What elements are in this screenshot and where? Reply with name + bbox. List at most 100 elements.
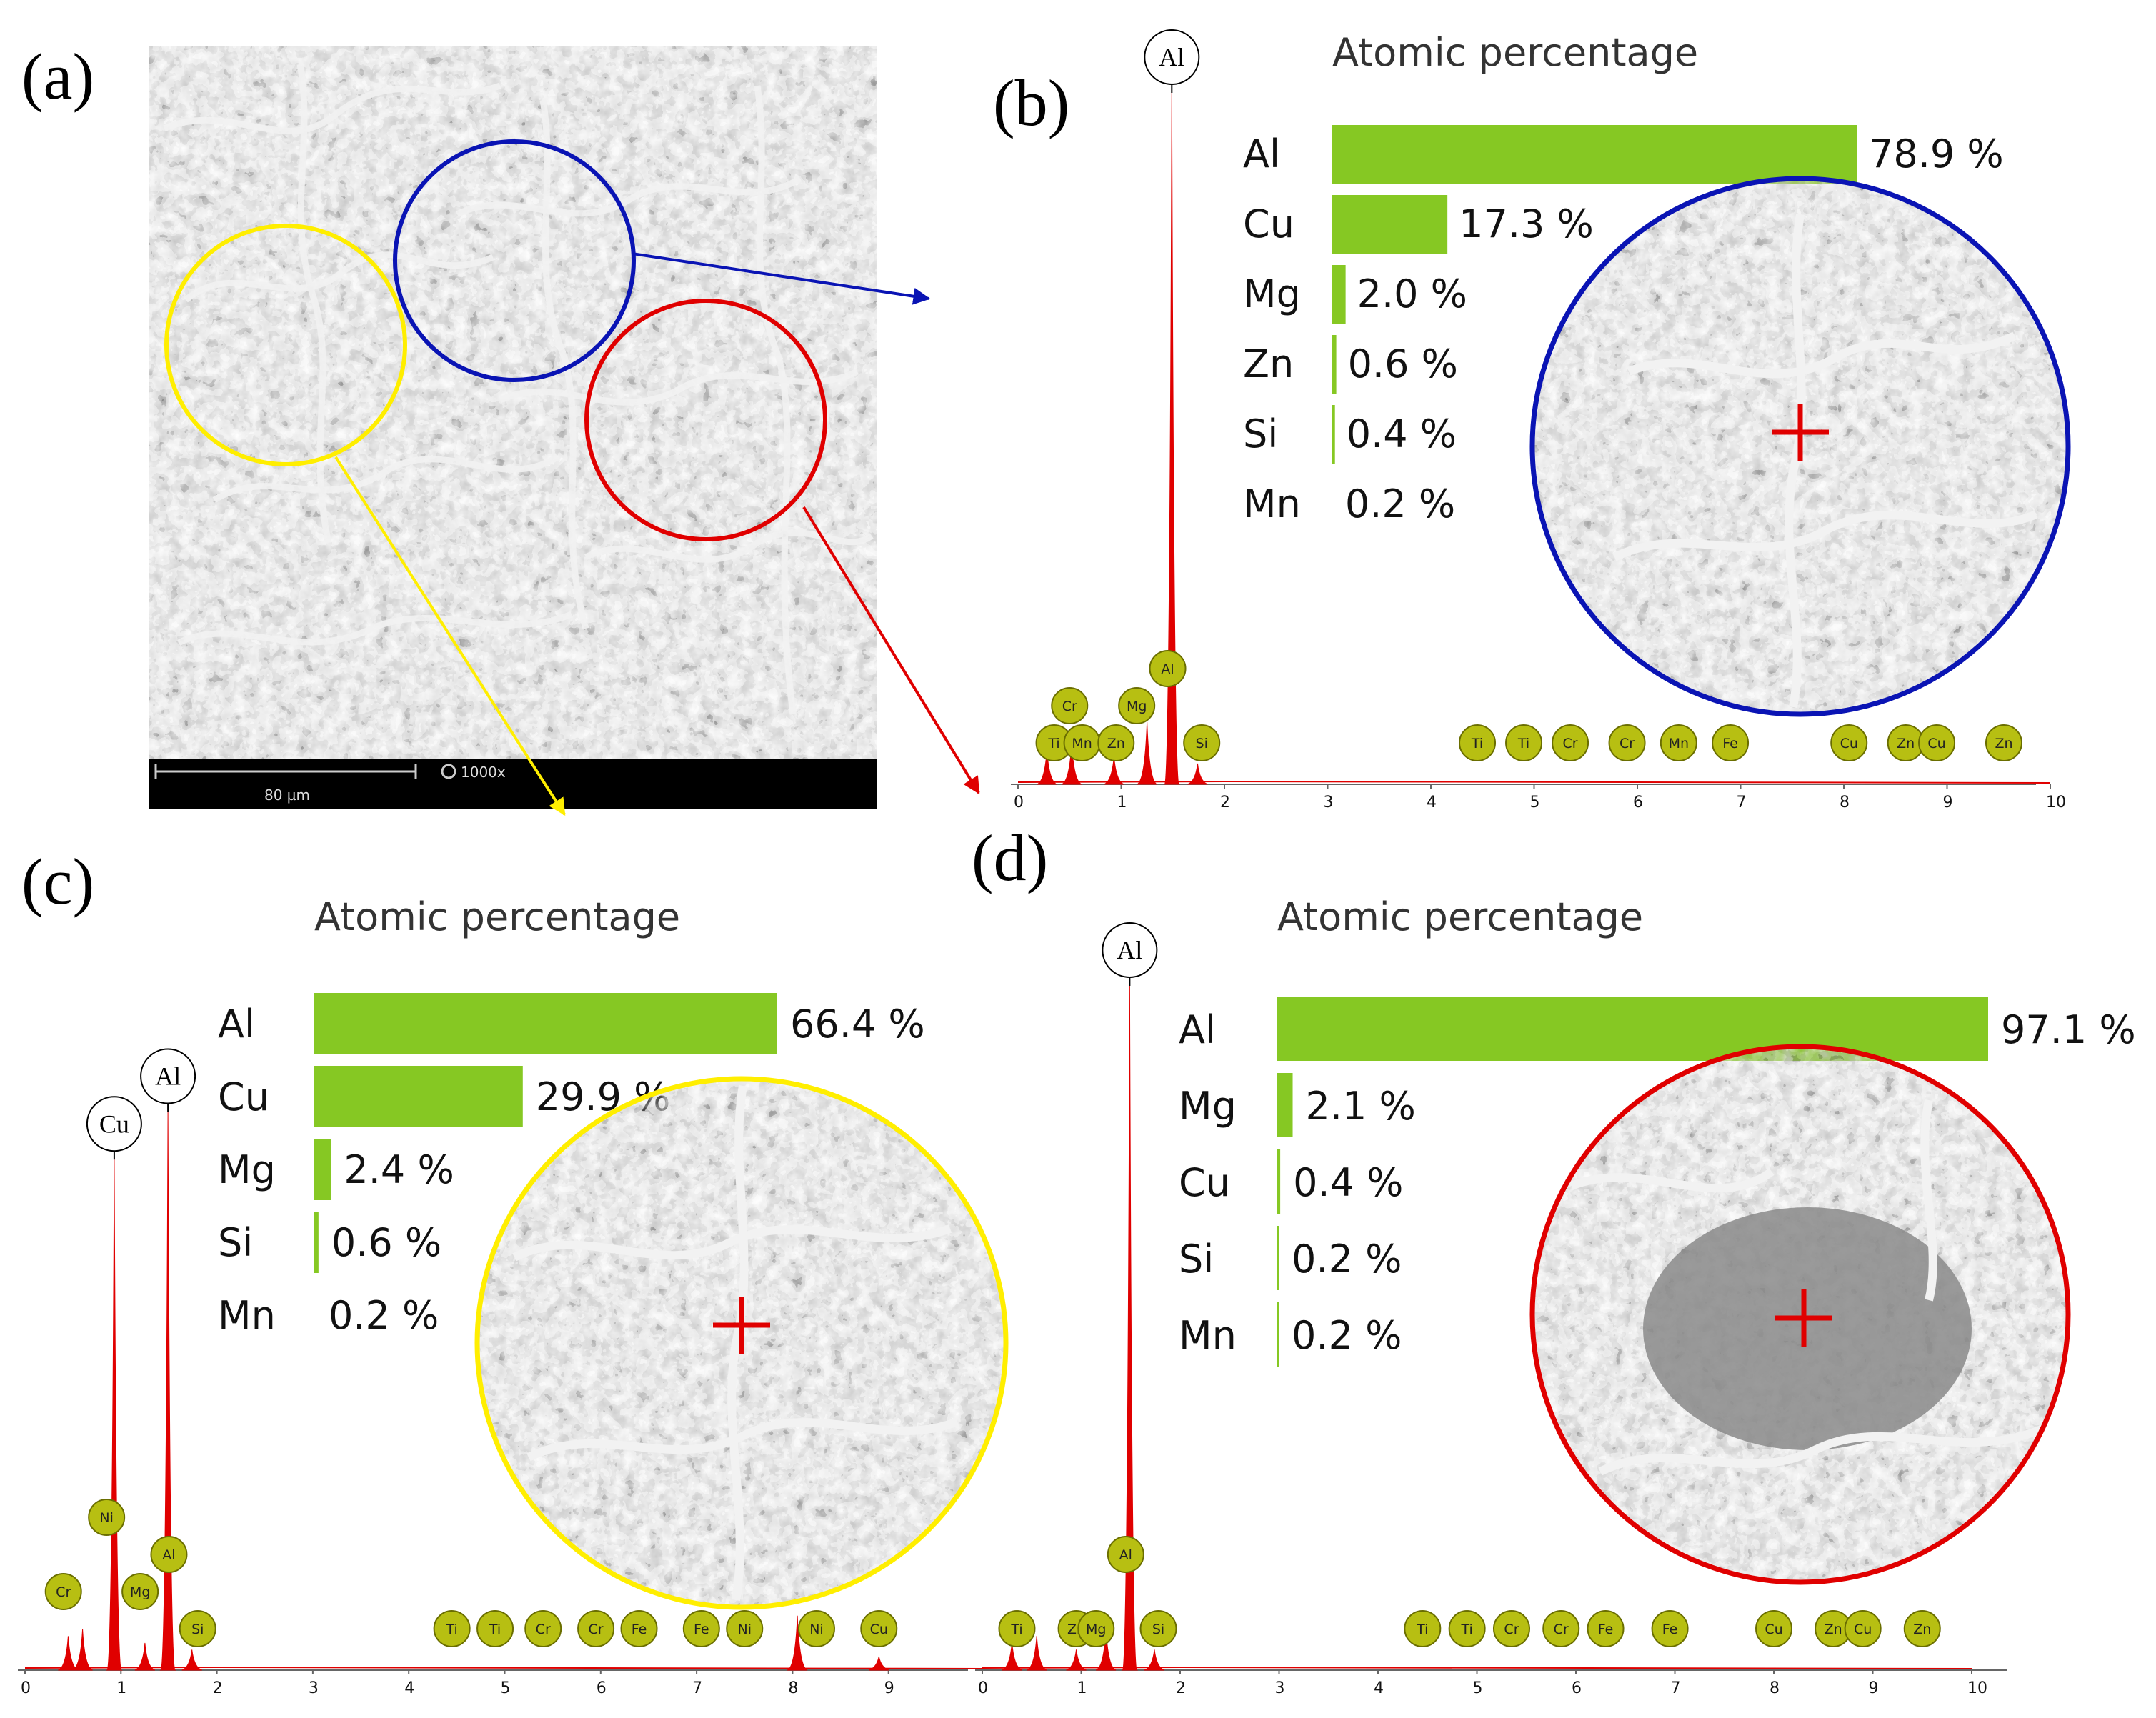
- bar-category-label: Mg: [1179, 1084, 1237, 1129]
- element-marker-label: Zn: [1995, 736, 2012, 751]
- spectrum-c: 0 1 2 3 4 5 6 7 8 9 Cu Al Ni Cr Al Mg Si Ti Ti Cr Cr Fe Fe Ni Ni…: [18, 1048, 985, 1697]
- element-marker: [1118, 687, 1156, 724]
- spectrum-tick-label: 2: [1220, 794, 1230, 811]
- spectrum-tick-label: 5: [1473, 1679, 1483, 1697]
- spectrum-tick-label: 8: [1770, 1679, 1780, 1697]
- bar-value-label: 2.4 %: [344, 1147, 454, 1192]
- element-marker-label: Ti: [1416, 1622, 1428, 1637]
- element-marker: [1149, 650, 1187, 687]
- element-marker-label: Zn: [1897, 736, 1915, 751]
- element-marker: [150, 1536, 188, 1573]
- zoom-icon: [441, 764, 456, 779]
- bar-mg: [314, 1139, 331, 1200]
- element-marker-label: Zn: [1913, 1622, 1931, 1637]
- element-marker: [1505, 724, 1543, 761]
- peak-label: Al: [1117, 936, 1142, 964]
- spectrum-b: 0 1 2 3 4 5 6 7 8 9 10 Al Cr Ti Mn Zn Mg Al Si Ti Ti Cr Cr Mn Fe…: [1011, 29, 2066, 811]
- element-marker-label: Ti: [1010, 1622, 1022, 1637]
- sem-micrograph: 80 µm 1000x: [149, 46, 877, 809]
- bar-category-label: Mn: [1179, 1313, 1237, 1358]
- element-marker: [476, 1610, 514, 1647]
- element-marker-label: Mn: [1072, 736, 1092, 751]
- spectrum-tick-label: 5: [501, 1679, 511, 1697]
- inset-b-border: [1529, 176, 2071, 717]
- bar-category-label: Si: [1243, 411, 1278, 456]
- element-marker-label: Cr: [1554, 1622, 1569, 1637]
- spectrum-peak: [1066, 1649, 1087, 1671]
- bar-value-label: 17.3 %: [1459, 201, 1594, 246]
- spectrum-tick-label: 0: [978, 1679, 988, 1697]
- element-marker-label: Al: [1119, 1547, 1132, 1563]
- element-marker: [998, 1610, 1036, 1647]
- bar-chart-title: Atomic percentage: [314, 894, 680, 939]
- spectrum-tick-label: 3: [1324, 794, 1334, 811]
- arrow-to-d: [802, 506, 980, 795]
- element-marker-label: Fe: [1722, 736, 1738, 751]
- element-marker: [1492, 1610, 1530, 1647]
- spectrum-d: 0 1 2 3 4 5 6 7 8 9 10 Al Ti Zn Mg Al Si Ti Ti Cr Cr Fe Fe Cu Zn…: [975, 922, 2007, 1697]
- element-marker-label: Cr: [1062, 699, 1077, 714]
- element-marker-label: Cr: [589, 1622, 604, 1637]
- panel-a: (a) 80 µm 1000x: [21, 40, 980, 816]
- spectrum-tick-label: 4: [1427, 794, 1437, 811]
- spectrum-tick-label: 3: [1275, 1679, 1285, 1697]
- grain-boundaries: [163, 64, 874, 715]
- yellow-region-circle: [164, 224, 407, 466]
- element-marker: [1903, 1610, 1941, 1647]
- bar-category-label: Al: [1243, 131, 1280, 176]
- bar-si: [314, 1212, 319, 1273]
- element-marker: [1404, 1610, 1442, 1647]
- element-marker: [1918, 724, 1956, 761]
- element-marker-label: Cu: [1840, 736, 1858, 751]
- element-marker: [1830, 724, 1868, 761]
- element-marker: [1107, 1536, 1144, 1573]
- element-marker-label: Cu: [1765, 1622, 1782, 1637]
- element-marker-label: Cu: [1927, 736, 1945, 751]
- spectrum-peak: [1121, 985, 1139, 1671]
- spectrum-tick-label: 4: [404, 1679, 414, 1697]
- spectrum-peak: [1163, 92, 1181, 785]
- bar-value-label: 0.2 %: [1345, 481, 1455, 526]
- spectrum-tick-label: 6: [597, 1679, 607, 1697]
- inset-b-crosshair: [1772, 404, 1829, 461]
- spectrum-tick-label: 5: [1530, 794, 1540, 811]
- spectrum-tick-label: 10: [2046, 794, 2066, 811]
- element-marker-label: Mg: [1127, 699, 1147, 714]
- bar-value-label: 0.6 %: [331, 1220, 441, 1265]
- element-marker-label: Ni: [809, 1622, 824, 1637]
- element-marker: [1051, 687, 1089, 724]
- inset-d: [1529, 1044, 2071, 1585]
- bar-chart-b: Atomic percentage Al 78.9 % Cu 17.3 % Mg 2.0 %…: [1243, 30, 2004, 526]
- inset-d-crosshair: [1775, 1289, 1832, 1347]
- element-marker-label: Cr: [1563, 736, 1578, 751]
- panel-label-a: (a): [21, 40, 94, 113]
- element-marker: [524, 1610, 562, 1647]
- bar-value-label: 0.4 %: [1293, 1160, 1403, 1205]
- element-marker-label: Ti: [1471, 736, 1483, 751]
- element-marker-label: Ti: [1517, 736, 1529, 751]
- element-marker-label: Ti: [489, 1622, 501, 1637]
- spectrum-tick-label: 7: [692, 1679, 702, 1697]
- panel-label-d: (d): [972, 821, 1048, 894]
- bar-value-label: 97.1 %: [2001, 1007, 2136, 1052]
- element-marker-label: Si: [1196, 736, 1208, 751]
- inset-d-border: [1529, 1044, 2071, 1585]
- element-marker: [726, 1610, 764, 1647]
- sem-texture: [149, 46, 877, 761]
- scale-label: 80 µm: [264, 786, 310, 804]
- spectrum-peak: [106, 1159, 123, 1671]
- element-marker-label: Al: [1161, 661, 1174, 677]
- inset-c-border: [474, 1076, 1009, 1610]
- spectrum-tick-label: 0: [21, 1679, 31, 1697]
- element-marker-label: Si: [1152, 1622, 1164, 1637]
- element-marker-label: Fe: [632, 1622, 647, 1637]
- bar-category-label: Cu: [1243, 201, 1294, 246]
- element-marker-label: Ti: [1460, 1622, 1472, 1637]
- spectrum-tick-label: 9: [1869, 1679, 1879, 1697]
- arrow-to-c: [334, 456, 566, 816]
- element-marker-label: Ni: [738, 1622, 752, 1637]
- element-marker: [1077, 1610, 1115, 1647]
- bar-value-label: 0.4 %: [1347, 411, 1457, 456]
- spectrum-peak: [1137, 721, 1157, 785]
- spectrum-tick-label: 6: [1572, 1679, 1582, 1697]
